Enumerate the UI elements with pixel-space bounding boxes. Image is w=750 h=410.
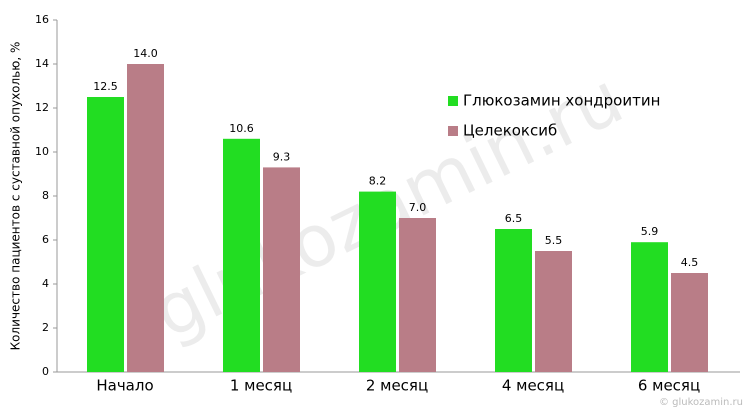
value-label: 8.2 (369, 175, 387, 188)
value-label: 4.5 (681, 256, 699, 269)
value-label: 12.5 (93, 80, 118, 93)
value-label: 14.0 (133, 47, 158, 60)
x-tick-label: 4 месяц (502, 377, 564, 395)
bar (223, 138, 260, 372)
bar (671, 273, 708, 372)
y-tick-label: 16 (35, 13, 49, 26)
x-tick-label: 1 месяц (230, 377, 292, 395)
y-tick-label: 0 (42, 365, 49, 378)
y-tick-label: 4 (42, 277, 49, 290)
value-label: 5.9 (641, 225, 659, 238)
x-tick-label: 2 месяц (366, 377, 428, 395)
bar (359, 191, 396, 372)
bar (631, 242, 668, 372)
y-tick-label: 10 (35, 145, 49, 158)
value-label: 6.5 (505, 212, 523, 225)
y-tick-label: 12 (35, 101, 49, 114)
bar (399, 218, 436, 372)
legend-label: Целекоксиб (463, 122, 557, 140)
bar (535, 251, 572, 372)
value-label: 10.6 (229, 122, 254, 135)
bar (87, 97, 124, 372)
y-tick-label: 8 (42, 189, 49, 202)
legend-swatch (448, 126, 458, 136)
y-axis-title: Количество пациентов с суставной опухоль… (9, 42, 23, 351)
bar (263, 167, 300, 372)
value-label: 9.3 (273, 150, 291, 163)
x-tick-label: 6 месяц (638, 377, 700, 395)
x-tick-label: Начало (96, 377, 153, 395)
legend-swatch (448, 96, 458, 106)
value-label: 5.5 (545, 234, 563, 247)
y-tick-label: 2 (42, 321, 49, 334)
bar (127, 64, 164, 372)
bar (495, 229, 532, 372)
y-tick-label: 14 (35, 57, 49, 70)
y-tick-label: 6 (42, 233, 49, 246)
legend-label: Глюкозамин хондроитин (463, 92, 660, 110)
value-label: 7.0 (409, 201, 427, 214)
copyright: © glukozamin.ru (659, 397, 743, 408)
